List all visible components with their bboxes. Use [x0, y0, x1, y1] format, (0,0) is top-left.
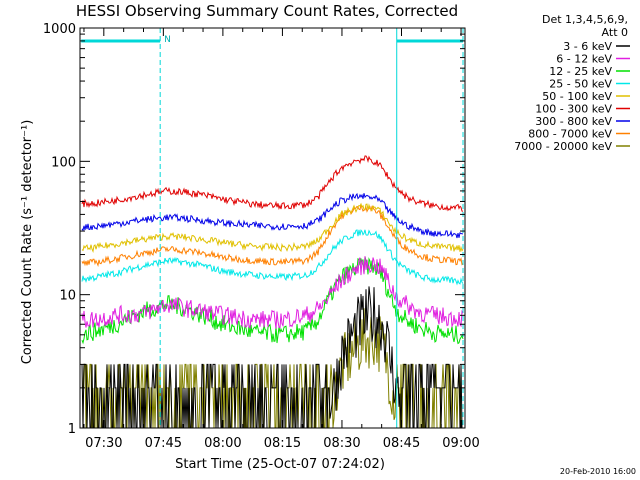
series-line [81, 256, 464, 330]
legend-entry-label: 800 - 7000 keV [528, 128, 612, 141]
x-tick-label: 08:30 [323, 436, 360, 451]
legend-entry-label: 12 - 25 keV [549, 65, 612, 78]
y-tick-label: 1 [68, 422, 76, 437]
y-tick-label: 1000 [43, 22, 76, 37]
plot-frame [79, 27, 466, 429]
series-line [81, 204, 464, 268]
series-line [81, 192, 464, 239]
y-tick-label: 100 [51, 155, 76, 170]
series-line [81, 229, 464, 286]
x-tick-label: 09:00 [442, 436, 479, 451]
legend-entry-label: 7000 - 20000 keV [514, 140, 612, 153]
series-line [81, 286, 463, 429]
x-tick-label: 07:45 [145, 436, 182, 451]
x-tick-label: 08:45 [383, 436, 420, 451]
legend-header-line-1: Det 1,3,4,5,6,9, [542, 13, 628, 26]
x-tick-label: 07:30 [85, 436, 122, 451]
series-line [81, 155, 464, 212]
x-axis-label: Start Time (25-Oct-07 07:24:02) [175, 457, 385, 472]
x-tick-label: 08:00 [204, 436, 241, 451]
y-tick-label: 10 [59, 289, 76, 304]
legend-entry-label: 6 - 12 keV [556, 53, 612, 66]
legend-entry-label: 100 - 300 keV [535, 103, 612, 116]
series-layer [81, 155, 464, 429]
y-axis-label: Corrected Count Rate (s⁻¹ detector⁻¹) [20, 120, 35, 365]
series-line [81, 202, 464, 253]
legend-entry-label: 3 - 6 keV [563, 40, 612, 53]
night-bar-label: N [164, 35, 171, 45]
marker-layer: N [81, 28, 464, 428]
axis-layer: 1 10 100 1000 07:30 07:45 08:00 08:15 08:30 08:45… [43, 22, 480, 451]
date-stamp: 20-Feb-2010 16:00 [560, 467, 636, 476]
legend-entry-label: 25 - 50 keV [549, 78, 612, 91]
x-tick-label: 08:15 [264, 436, 301, 451]
legend-header-line-2: Att 0 [602, 26, 628, 39]
legend-entry-label: 300 - 800 keV [535, 115, 612, 128]
legend-entry-label: 50 - 100 keV [542, 90, 612, 103]
chart-title: HESSI Observing Summary Count Rates, Cor… [76, 2, 458, 20]
